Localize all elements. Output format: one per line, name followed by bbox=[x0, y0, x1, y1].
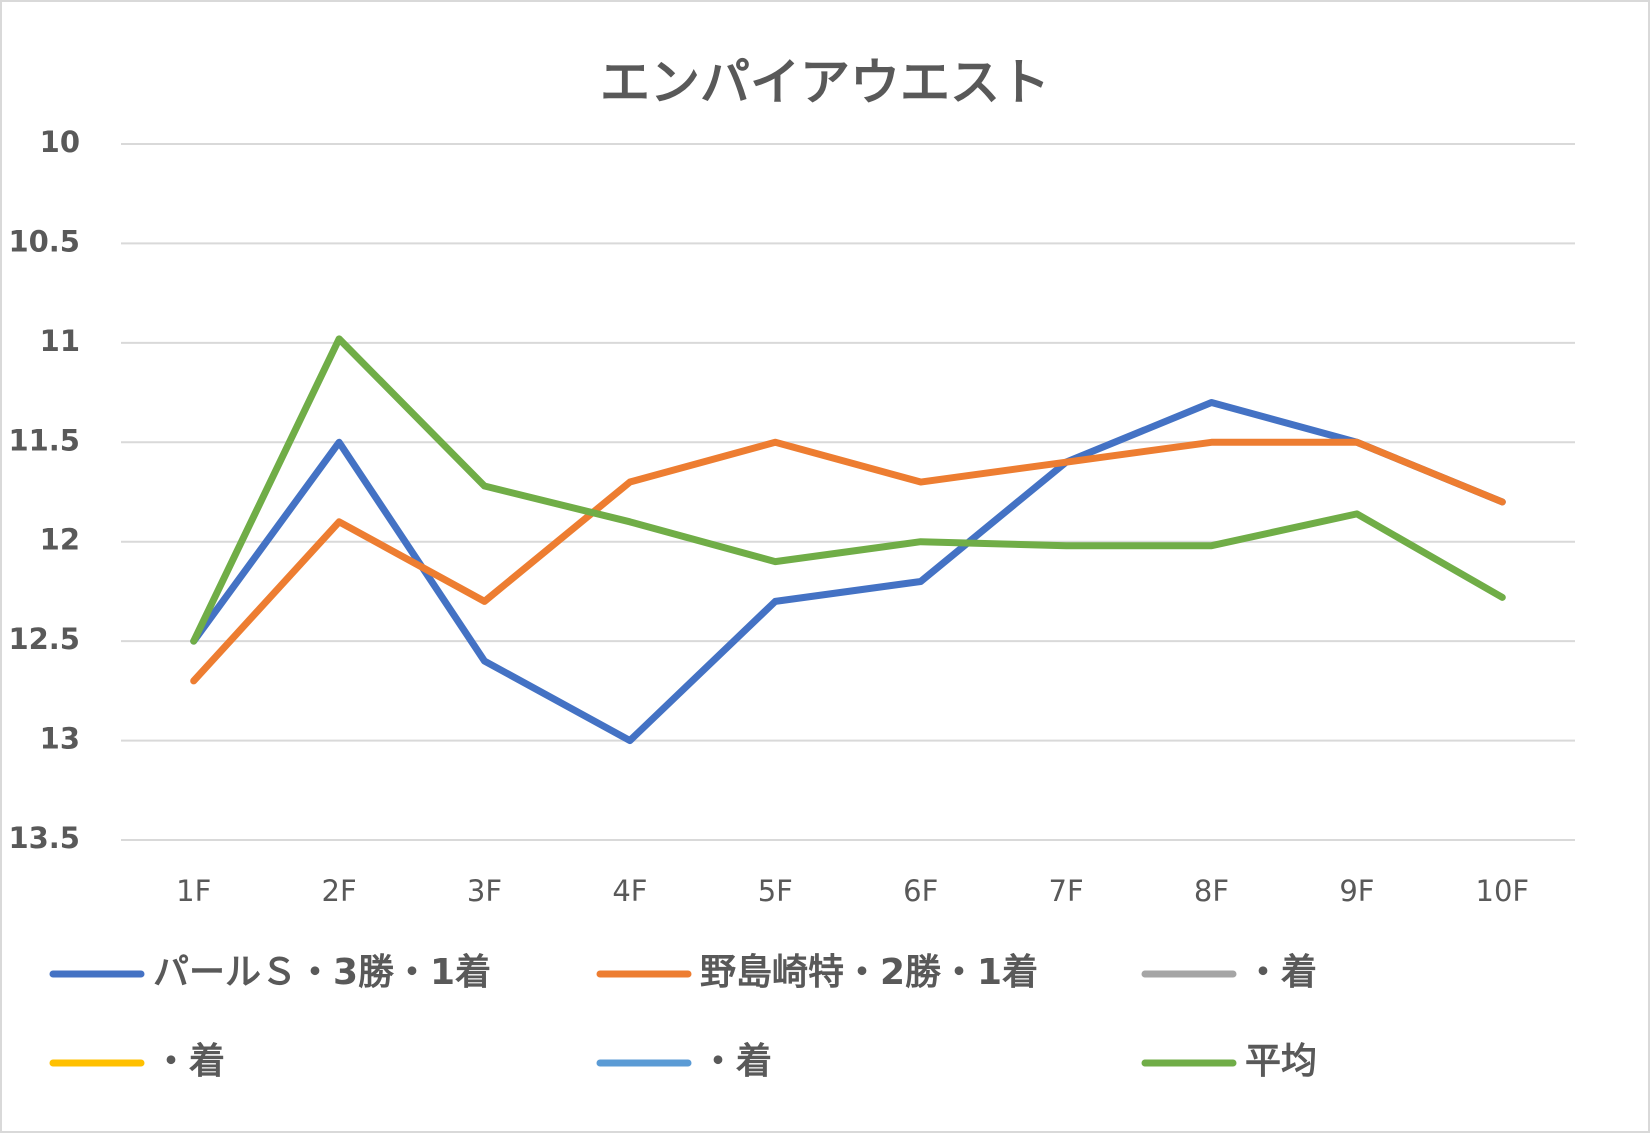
x-tick-label: 2F bbox=[322, 874, 357, 908]
y-tick-label: 13 bbox=[40, 722, 80, 756]
legend-label: ・着 bbox=[700, 1041, 772, 1082]
legend-label: 野島崎特・2勝・1着 bbox=[700, 952, 1038, 993]
x-tick-label: 7F bbox=[1049, 874, 1084, 908]
x-tick-label: 5F bbox=[758, 874, 793, 908]
y-tick-label: 11 bbox=[40, 324, 80, 358]
line-series bbox=[190, 399, 1506, 745]
line-series bbox=[190, 438, 1506, 685]
chart-title: エンパイアウエスト bbox=[600, 54, 1050, 112]
x-tick-label: 8F bbox=[1194, 874, 1229, 908]
legend-label: パールＳ・3勝・1着 bbox=[153, 952, 491, 993]
legend-label: ・着 bbox=[153, 1041, 225, 1082]
x-tick-label: 6F bbox=[903, 874, 938, 908]
line-series bbox=[190, 335, 1506, 645]
y-tick-label: 12 bbox=[40, 523, 80, 557]
x-tick-label: 4F bbox=[612, 874, 647, 908]
x-tick-label: 10F bbox=[1476, 874, 1530, 908]
legend-label: 平均 bbox=[1245, 1041, 1317, 1082]
x-tick-label: 9F bbox=[1339, 874, 1374, 908]
y-tick-label: 13.5 bbox=[8, 821, 80, 855]
y-tick-label: 10.5 bbox=[8, 224, 80, 258]
y-tick-label: 10 bbox=[40, 125, 80, 159]
x-tick-label: 1F bbox=[176, 874, 211, 908]
y-tick-label: 12.5 bbox=[8, 622, 80, 656]
legend-label: ・着 bbox=[1245, 952, 1317, 993]
y-tick-label: 11.5 bbox=[8, 423, 80, 457]
x-tick-label: 3F bbox=[467, 874, 502, 908]
